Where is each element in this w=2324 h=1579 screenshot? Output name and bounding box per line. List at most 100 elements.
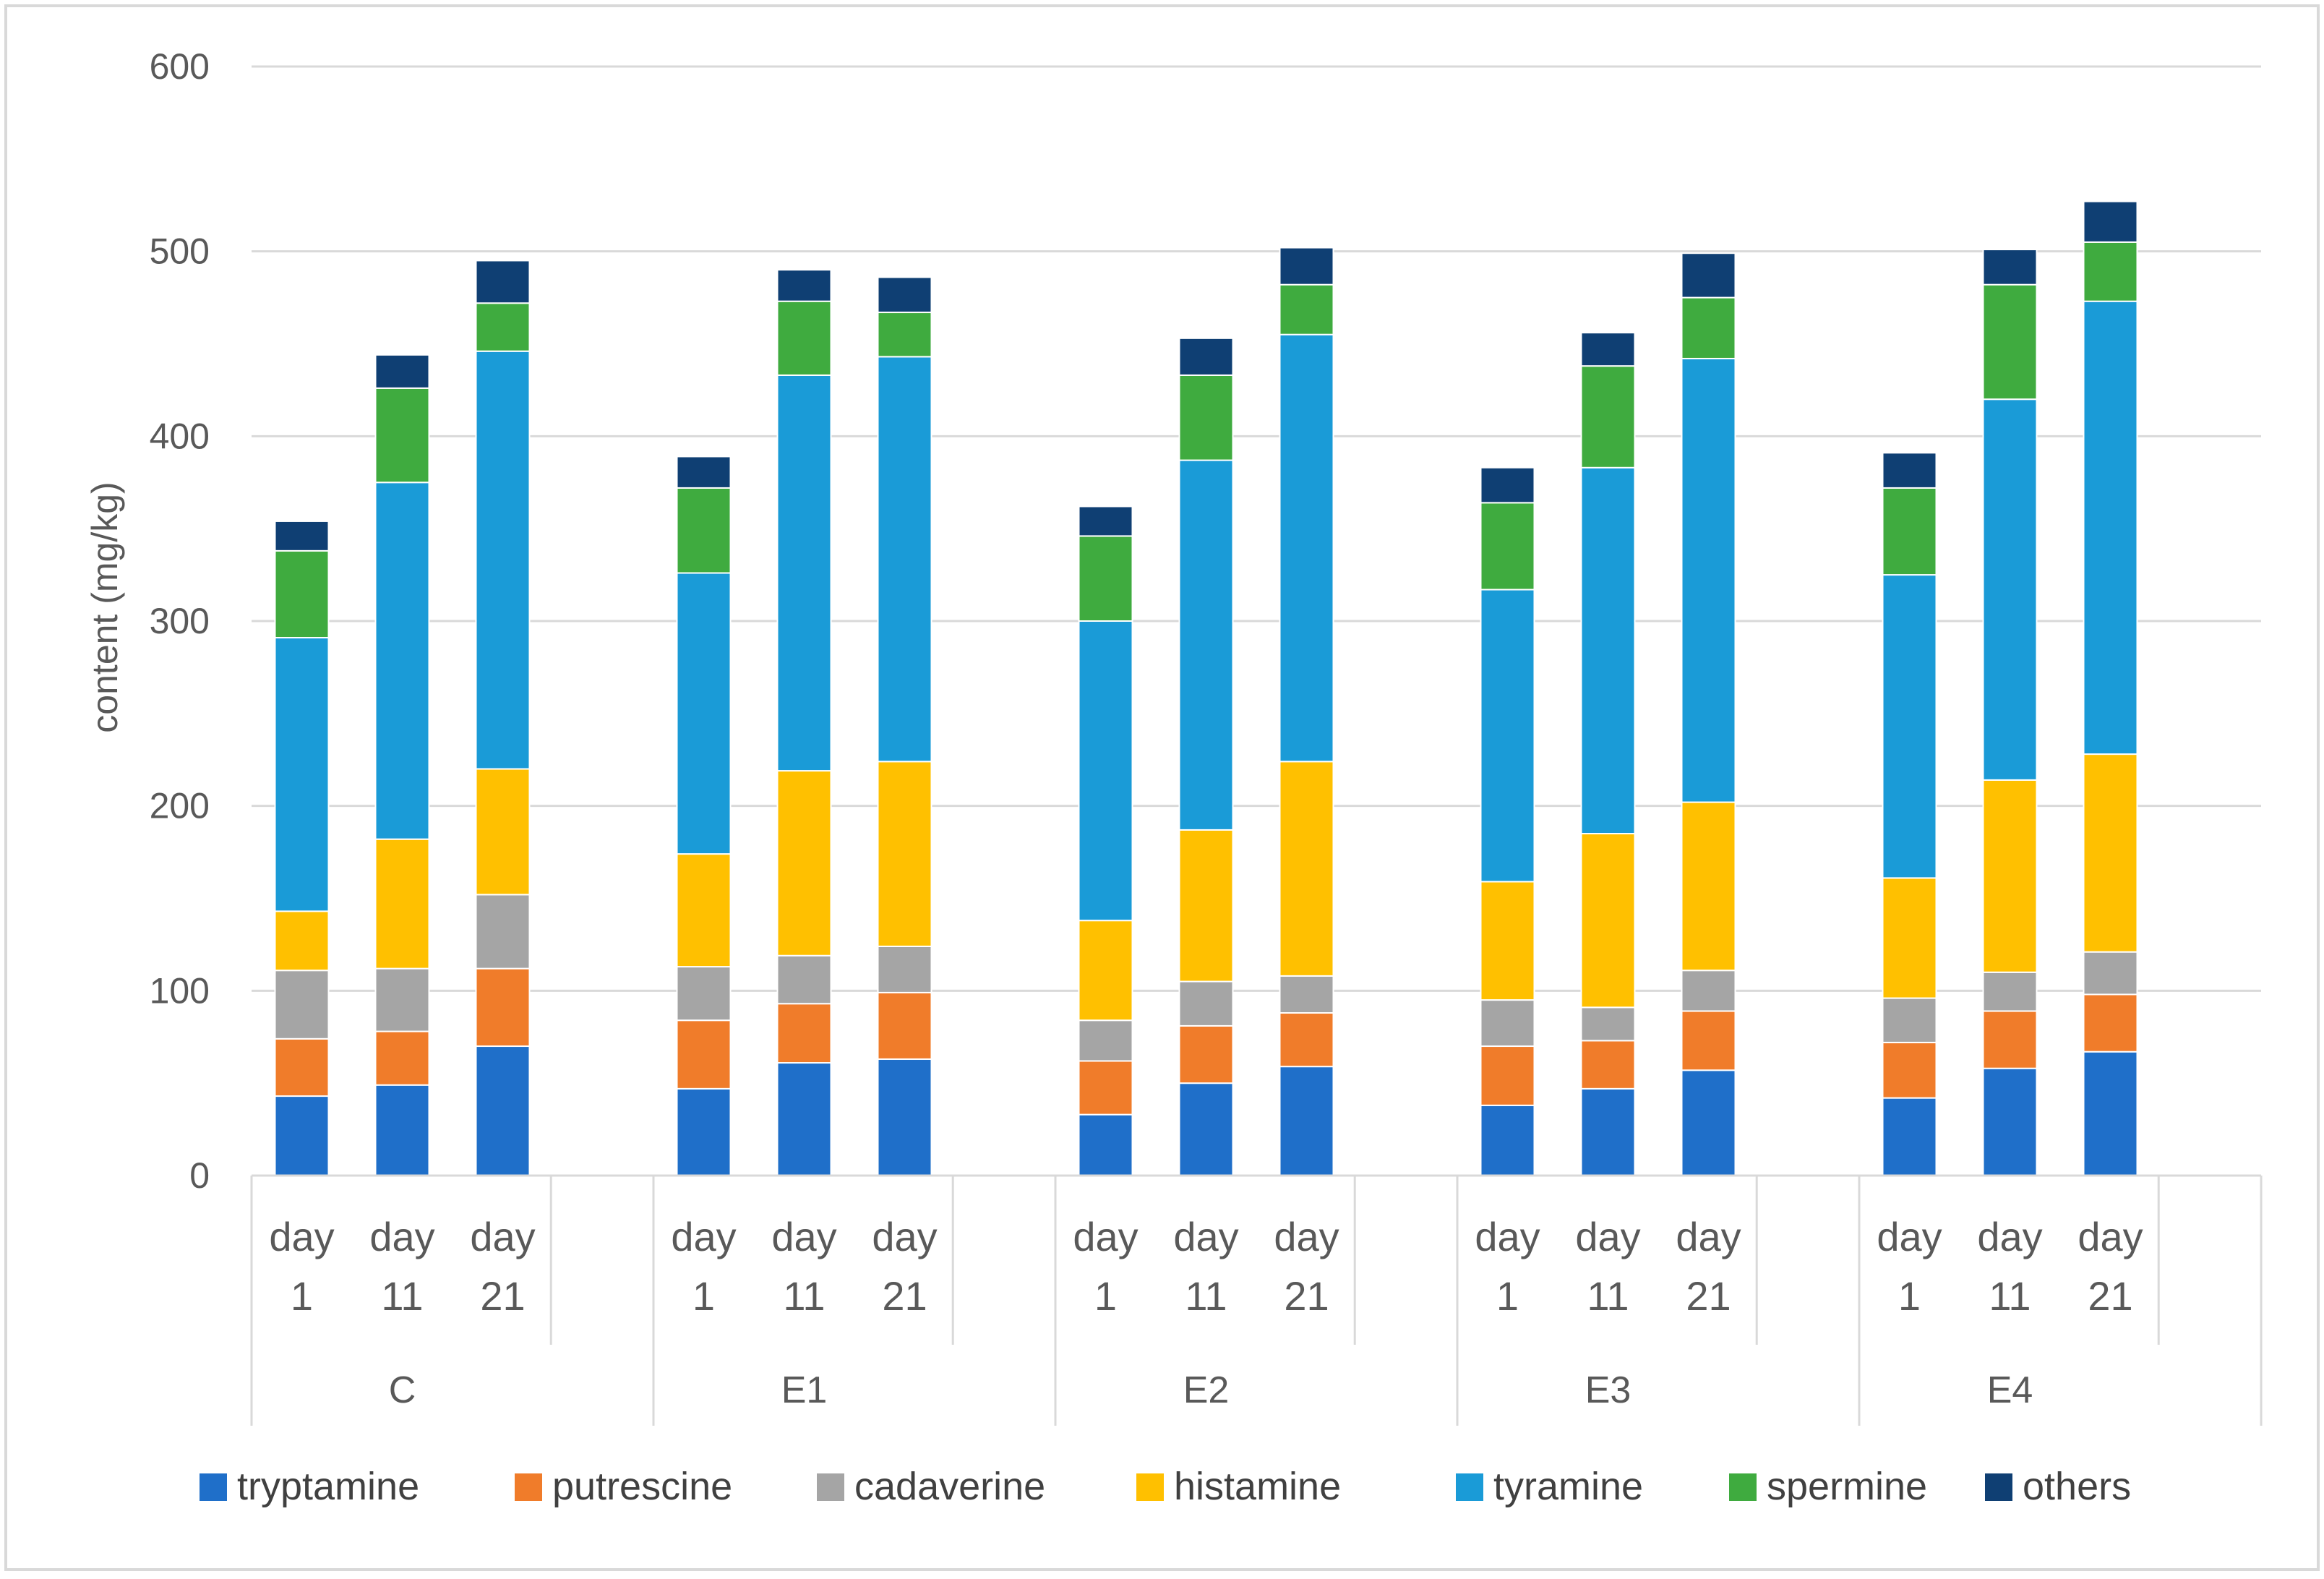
x-group-label: E2 [1183,1369,1230,1411]
bar-spermine [776,300,832,376]
bar-others [1982,249,2038,286]
bar-cadaverine [274,970,330,1040]
bar-histamine [475,768,531,896]
bar-histamine [1580,833,1636,1009]
bar-cadaverine [877,945,932,993]
bar-others [676,455,732,489]
bar-histamine [1178,829,1234,983]
bar-putrescine [676,1019,732,1090]
bar-others [374,354,430,389]
bar-putrescine [2083,993,2138,1053]
bar-others [1480,466,1535,504]
legend: tryptamine putrescine cadaverine histamine t… [200,1465,2131,1508]
x-tick-label-line1: day [1274,1214,1339,1259]
bar-tyramine [1178,459,1234,831]
y-tick-label: 600 [150,46,210,87]
x-group-label: C [389,1369,416,1411]
bar-tryptamine [1580,1087,1636,1176]
bar-others [1580,332,1636,367]
bar-tyramine [776,374,832,772]
bar-tryptamine [475,1045,531,1176]
bar-cadaverine [1078,1019,1133,1062]
bar-tryptamine [374,1084,430,1177]
bar-cadaverine [1178,980,1234,1027]
bar-tyramine [1982,398,2038,781]
bars [274,200,2138,1177]
bar-spermine [1580,365,1636,468]
y-axis: 0 100 200 300 400 500 600 [150,46,210,1196]
bar-tyramine [1279,333,1334,763]
bar-cadaverine [776,954,832,1005]
bar-others [2083,200,2138,243]
legend-label-cadaverine: cadaverine [854,1465,1045,1508]
bar-cadaverine [2083,951,2138,996]
bar-tryptamine [1882,1097,1937,1176]
bar-histamine [676,853,732,968]
bar-others [475,260,531,304]
bar-histamine [1882,877,1937,999]
bar-cadaverine [374,967,430,1032]
x-tick-label-line1: day [369,1214,434,1259]
bar-putrescine [877,991,932,1060]
bar-others [1178,337,1234,376]
y-tick-label: 500 [150,231,210,272]
bar-others [1279,247,1334,286]
bar-spermine [1882,487,1937,576]
x-tick-label-line1: day [1877,1214,1942,1259]
y-tick-label: 100 [150,970,210,1011]
x-tick-label-line1: day [1676,1214,1741,1259]
bar-spermine [2083,241,2138,302]
chart-frame [4,4,2320,1571]
bar-tyramine [374,482,430,840]
bar-cadaverine [1580,1006,1636,1042]
y-axis-title: content (mg/kg) [85,482,125,732]
bar-histamine [1982,779,2038,973]
bar-putrescine [1580,1040,1636,1090]
bar-tryptamine [776,1062,832,1176]
bar-tyramine [1580,466,1636,835]
bar-tryptamine [1178,1082,1234,1176]
bar-others [877,276,932,314]
legend-swatch-tryptamine [200,1473,227,1501]
bar-putrescine [374,1030,430,1086]
x-tick-label-line1: day [2078,1214,2143,1259]
bar-tyramine [676,572,732,855]
bar-histamine [1078,920,1133,1022]
bar-histamine [1279,761,1334,977]
bar-cadaverine [475,894,531,970]
bar-tryptamine [2083,1050,2138,1177]
bar-spermine [1681,296,1736,359]
bar-putrescine [274,1037,330,1097]
legend-swatch-tyramine [1456,1473,1483,1501]
x-tick-label-line2: 11 [1587,1273,1629,1319]
x-tick-label-line2: 11 [381,1273,423,1319]
bar-histamine [2083,753,2138,953]
bar-tyramine [1882,574,1937,879]
x-group-label: E1 [781,1369,828,1411]
bar-cadaverine [1882,997,1937,1043]
bar-tyramine [877,356,932,763]
bar-putrescine [475,967,531,1048]
x-tick-label-line1: day [671,1214,736,1259]
y-tick-label: 0 [189,1155,210,1196]
x-axis: day1day11day21Cday1day11day21E1day1day11… [250,1174,2263,1426]
legend-swatch-others [1985,1473,2012,1501]
x-tick-label-line1: day [1575,1214,1640,1259]
x-tick-label-line2: 1 [693,1273,715,1319]
x-tick-label-line1: day [771,1214,836,1259]
bar-histamine [776,770,832,957]
x-tick-label-line1: day [872,1214,937,1259]
legend-label-others: others [2023,1465,2131,1508]
bar-tyramine [274,637,330,912]
bar-tyramine [2083,300,2138,756]
bar-cadaverine [1982,971,2038,1012]
x-tick-label-line2: 11 [783,1273,825,1319]
x-tick-label-line2: 21 [480,1273,525,1319]
bar-tyramine [1078,620,1133,922]
x-tick-label-line2: 21 [1686,1273,1731,1319]
bar-spermine [877,312,932,358]
x-tick-label-line1: day [269,1214,334,1259]
legend-label-tryptamine: tryptamine [237,1465,419,1508]
bar-others [1681,252,1736,299]
